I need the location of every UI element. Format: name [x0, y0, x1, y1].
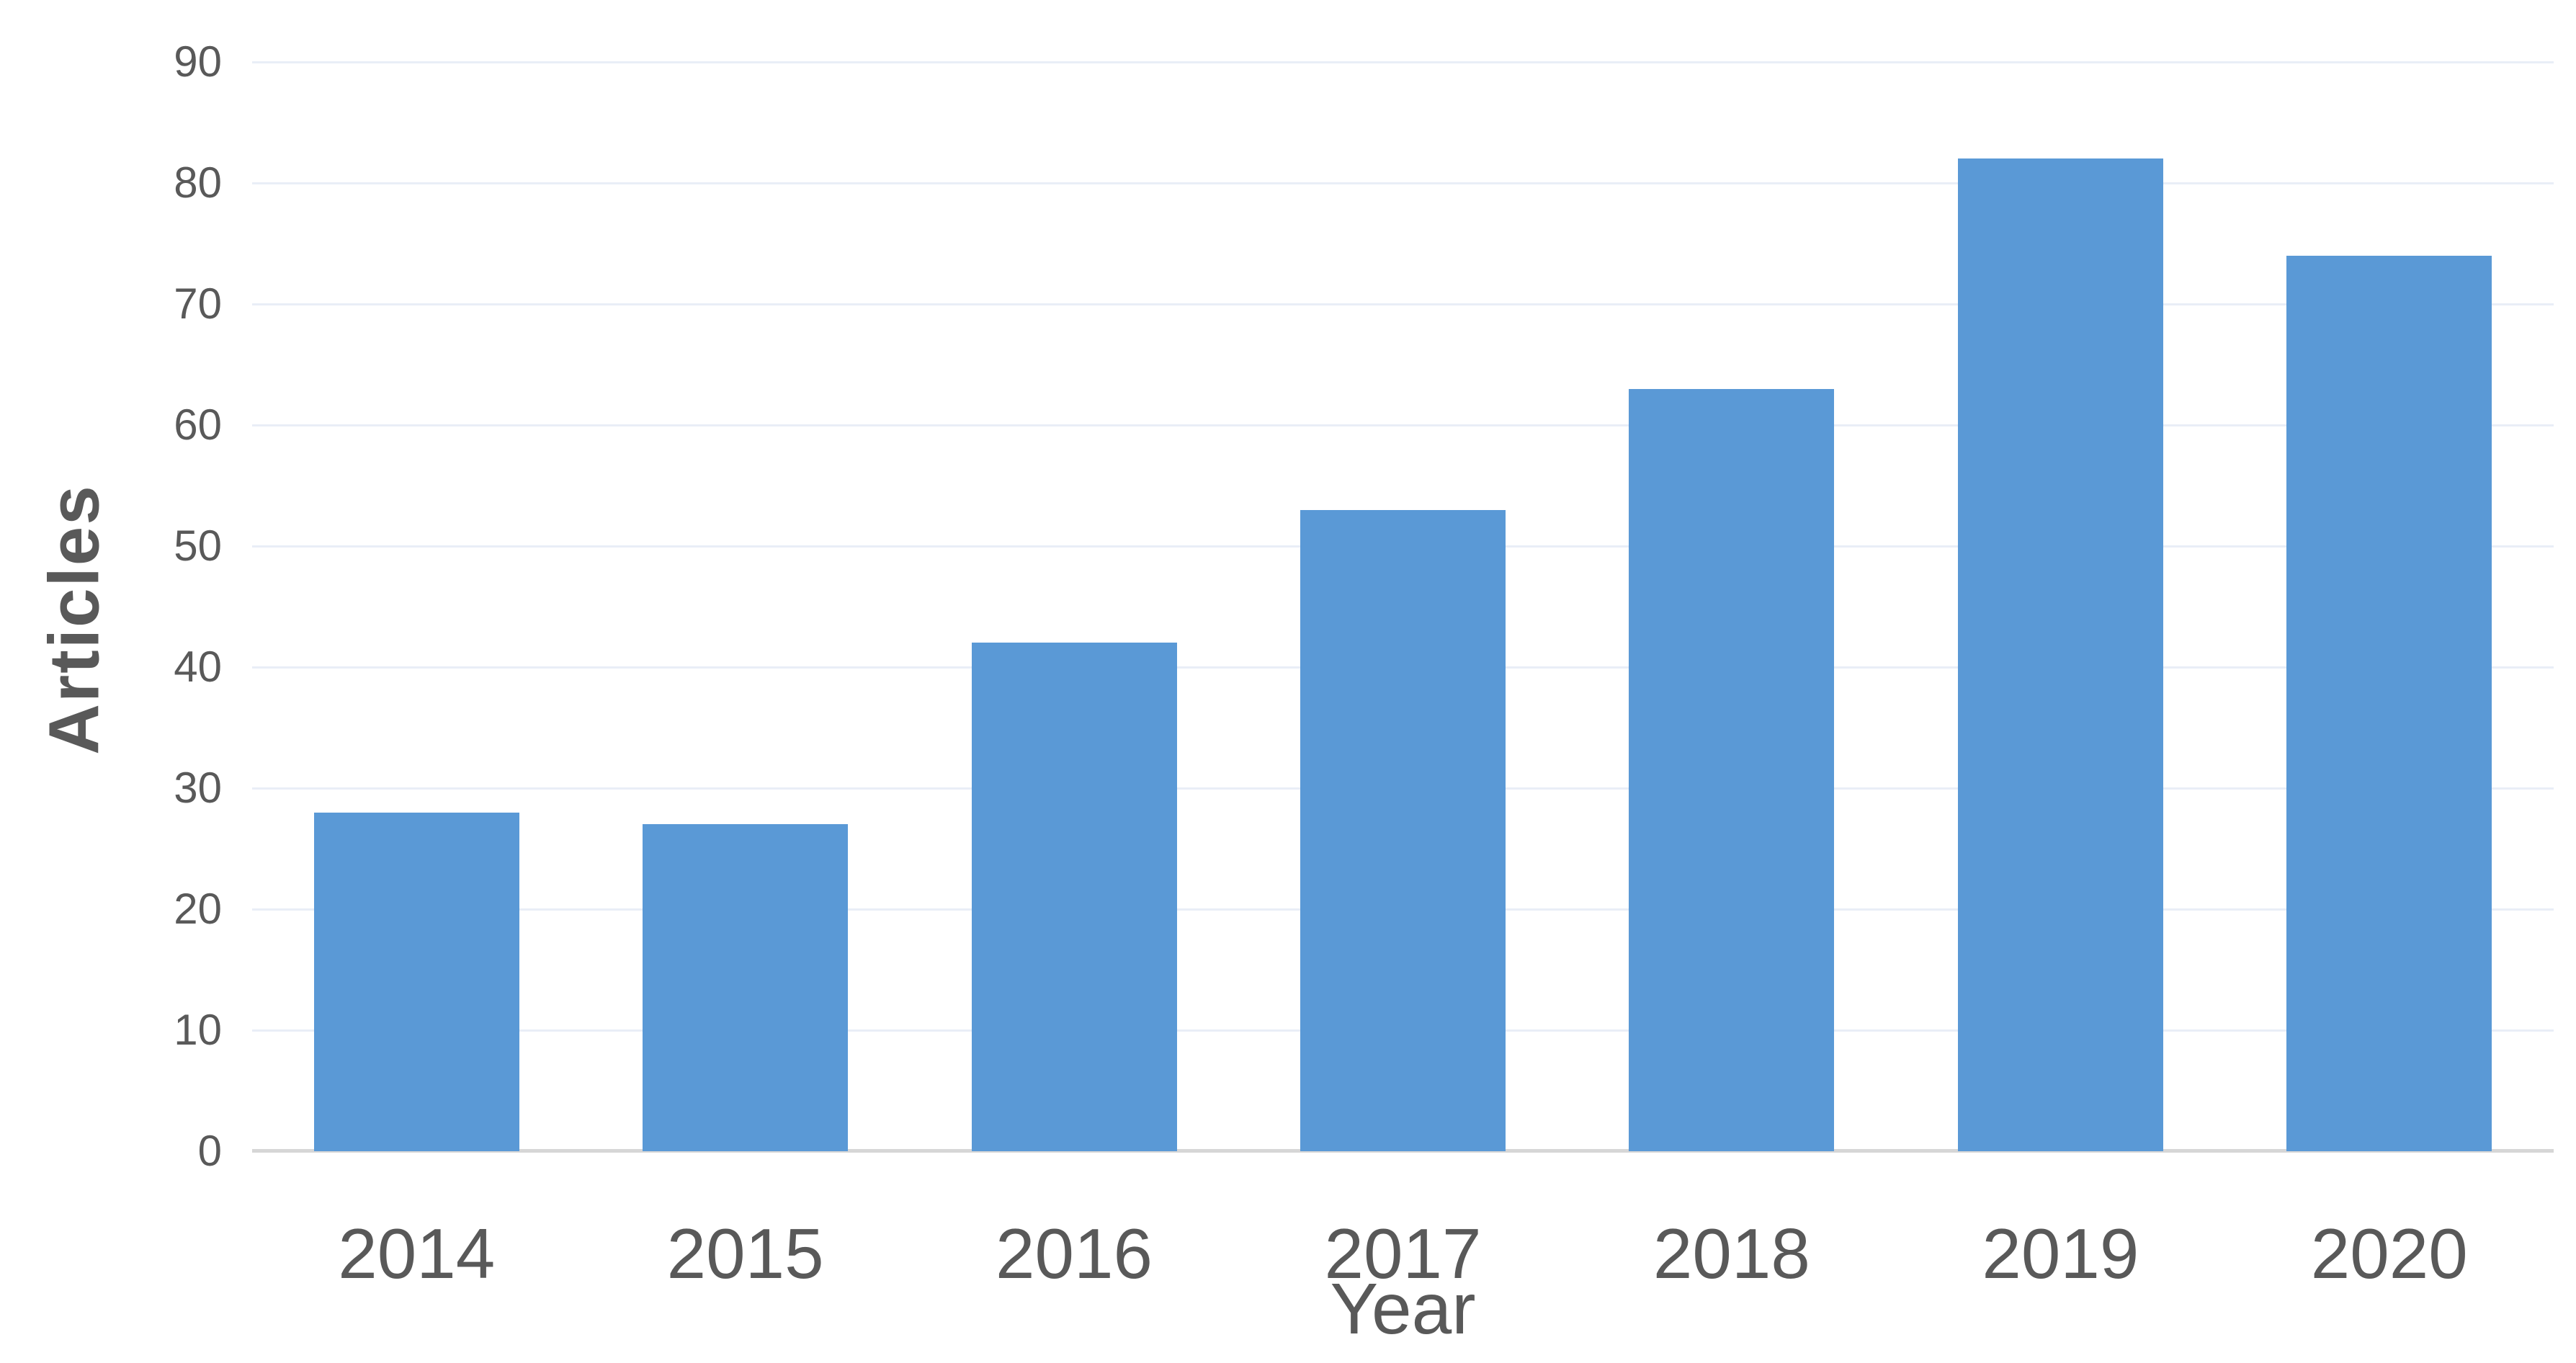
bar-2018	[1629, 388, 1835, 1151]
gridline-y-90	[252, 61, 2554, 63]
bar-2019	[1957, 158, 2163, 1151]
gridline-y-60	[252, 424, 2554, 426]
x-tick-label-2018: 2018	[1653, 1214, 1810, 1293]
y-tick-label-80: 80	[174, 158, 222, 207]
plot-area	[252, 61, 2554, 1153]
bar-2015	[643, 824, 849, 1151]
bar-2020	[2286, 255, 2492, 1151]
bar-2017	[1300, 509, 1506, 1151]
y-tick-label-90: 90	[174, 37, 222, 86]
bar-2014	[313, 812, 519, 1151]
y-tick-label-60: 60	[174, 401, 222, 449]
gridline-y-80	[252, 182, 2554, 184]
bar-2016	[971, 643, 1177, 1151]
x-tick-label-2020: 2020	[2310, 1214, 2468, 1293]
y-tick-label-50: 50	[174, 522, 222, 570]
y-tick-label-0: 0	[197, 1127, 222, 1175]
y-tick-label-40: 40	[174, 643, 222, 691]
gridline-y-70	[252, 303, 2554, 305]
y-tick-label-70: 70	[174, 280, 222, 328]
x-tick-label-2014: 2014	[338, 1214, 496, 1293]
y-tick-label-30: 30	[174, 764, 222, 812]
x-tick-label-2017: 2017	[1324, 1214, 1482, 1293]
x-axis-title: Year	[1330, 1269, 1476, 1349]
y-tick-label-10: 10	[174, 1006, 222, 1054]
x-tick-label-2015: 2015	[666, 1214, 824, 1293]
x-tick-label-2016: 2016	[996, 1214, 1153, 1293]
y-tick-label-20: 20	[174, 885, 222, 933]
x-tick-label-2019: 2019	[1982, 1214, 2139, 1293]
